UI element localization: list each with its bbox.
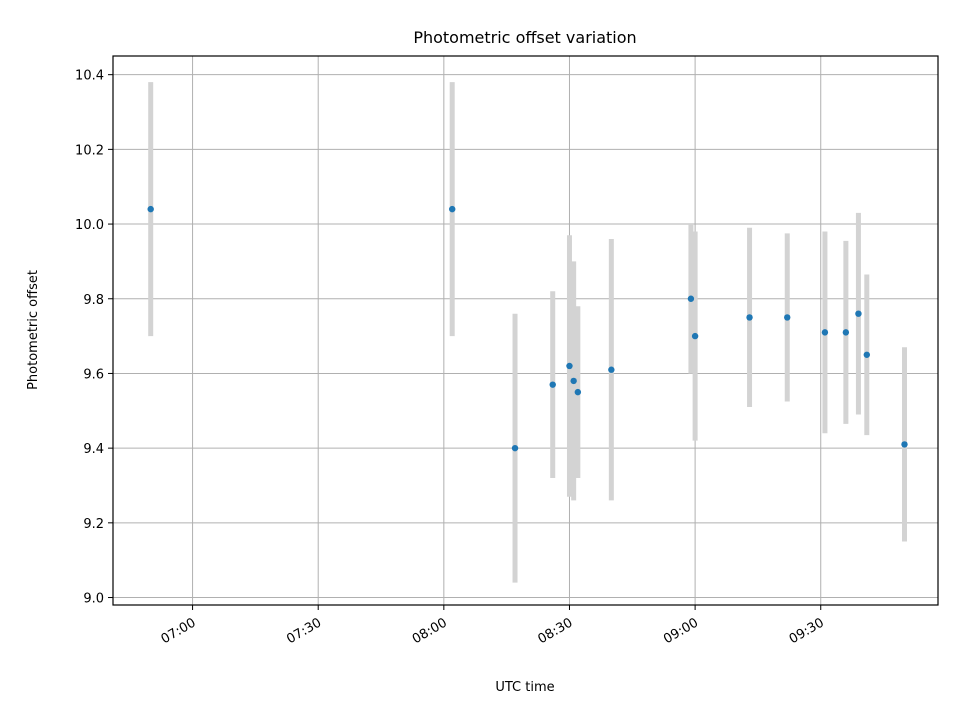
data-point [511,444,519,452]
y-tick-label: 9.0 [83,592,104,607]
x-tick-label: 09:00 [661,615,701,647]
x-tick-label: 07:30 [284,615,324,647]
data-point [746,314,753,321]
x-axis-label: UTC time [495,680,554,695]
y-tick-label: 9.4 [83,442,104,457]
y-tick-label: 9.2 [83,517,104,532]
chart-title: Photometric offset variation [413,28,636,47]
x-tick-label: 07:00 [159,615,199,647]
data-point [449,205,456,213]
y-axis-ticks: 9.0 9.2 9.4 9.6 9.8 10.0 10.2 10.4 [75,69,113,607]
x-tick-label: 08:00 [410,615,450,647]
data-point [784,314,791,321]
x-tick-label: 08:30 [536,615,576,647]
error-bars [148,82,907,583]
data-point [608,366,615,373]
data-points [147,205,908,452]
data-point [687,295,695,302]
data-point [855,310,862,317]
data-point [842,329,850,336]
x-tick-label: 09:30 [787,615,827,647]
y-tick-label: 9.8 [83,293,104,308]
y-axis-label: Photometric offset [26,270,41,390]
y-tick-label: 10.2 [75,143,104,158]
data-point [549,381,556,388]
data-point [691,332,699,340]
y-tick-label: 10.4 [75,69,104,84]
data-point [566,362,573,370]
data-point [901,441,908,448]
y-tick-label: 10.0 [75,218,104,233]
grid [113,56,938,605]
x-axis-ticks: 07:00 07:30 08:00 08:30 09:00 09:30 [159,605,827,647]
data-point [570,377,577,385]
plot-frame [112,55,939,606]
y-tick-label: 9.6 [83,367,104,382]
data-point [821,329,829,336]
data-point [863,351,871,358]
data-point [147,205,154,213]
data-point [574,388,582,396]
